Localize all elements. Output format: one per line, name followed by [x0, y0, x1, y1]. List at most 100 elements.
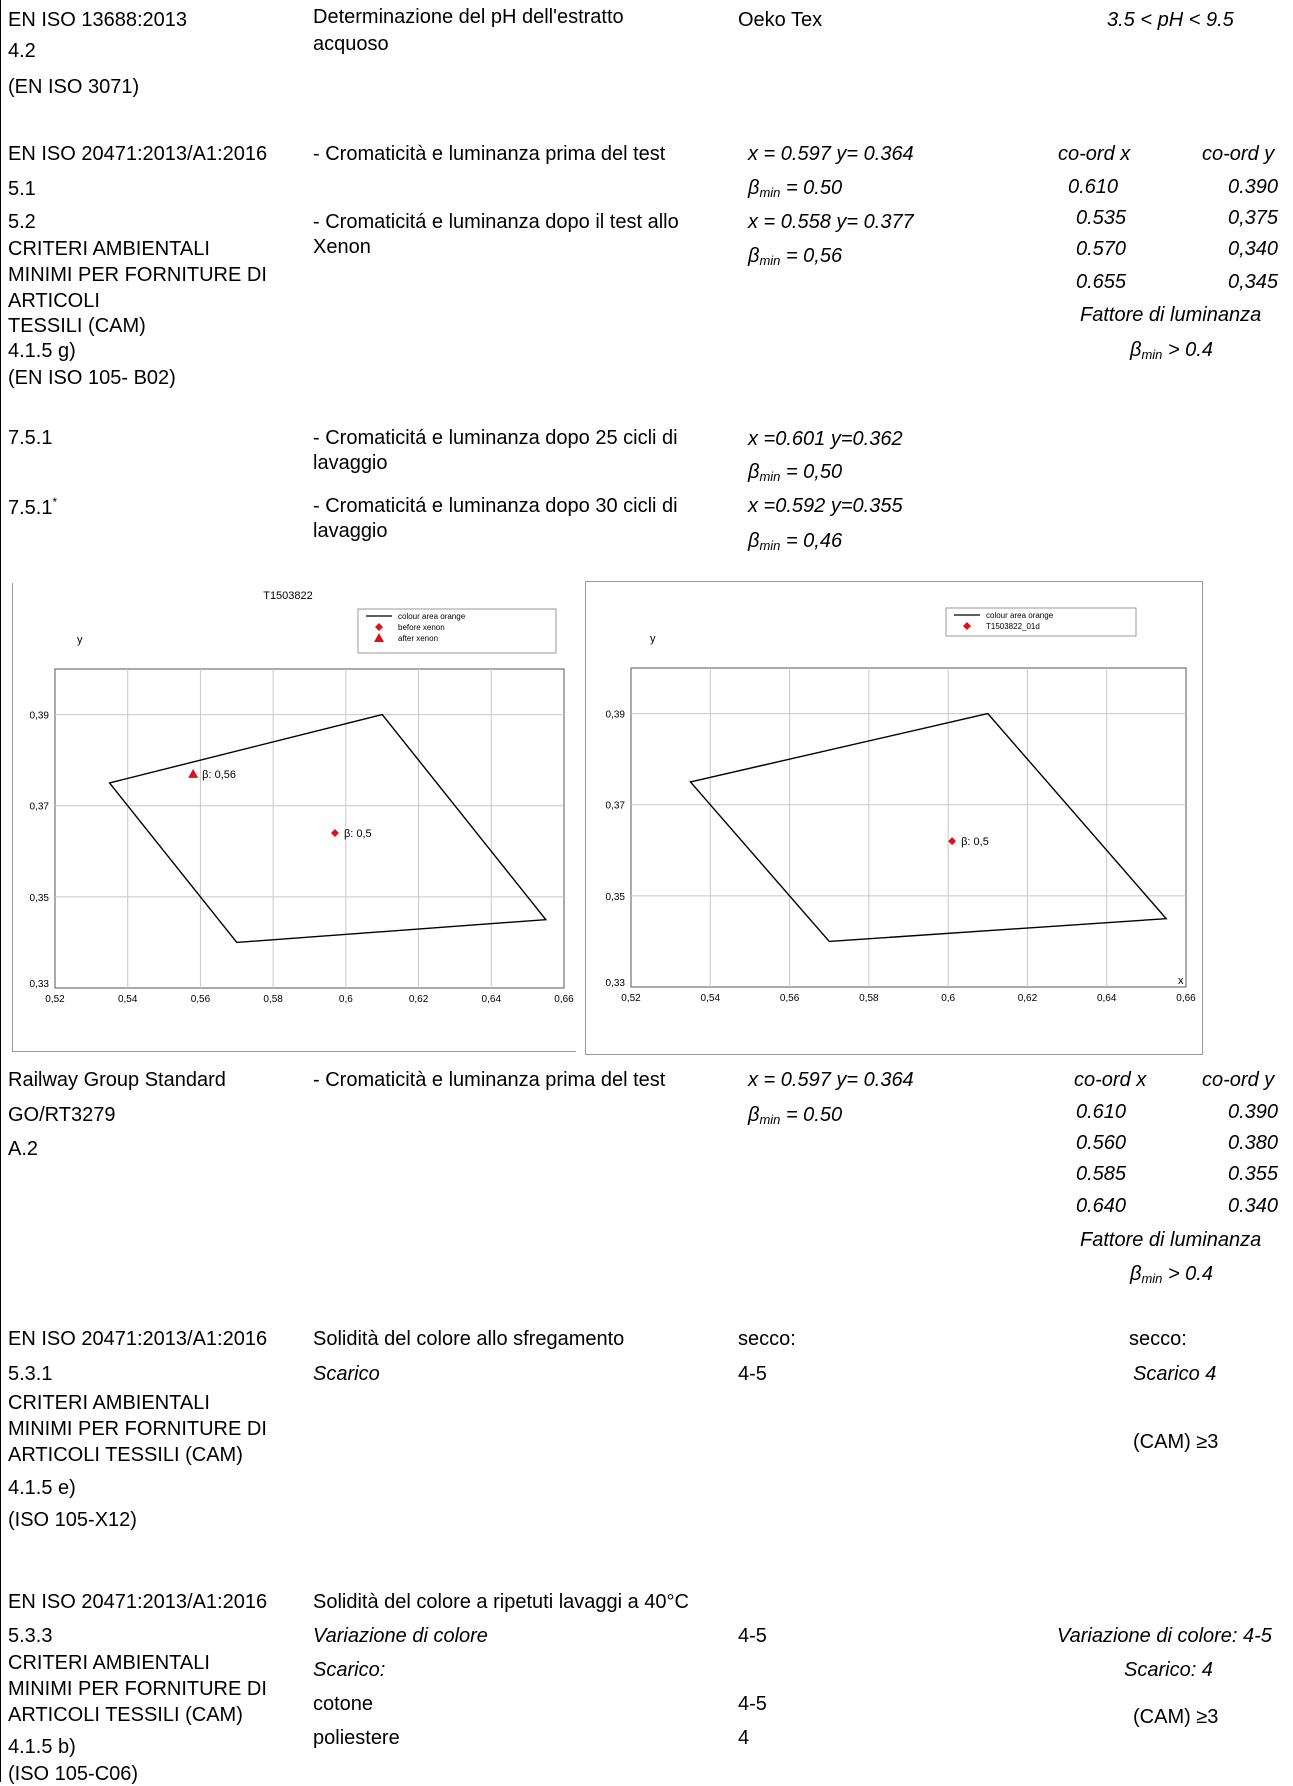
plot-area: [630, 667, 1187, 988]
y-axis-label: y: [77, 634, 83, 646]
coord-y-value: 0.380: [1228, 1132, 1279, 1154]
standard-code: EN ISO 20471:2013/A1:2016: [8, 1328, 268, 1350]
y-tick-label: 0,33: [606, 978, 626, 989]
coord-y-header: co-ord y: [1202, 143, 1275, 165]
legend-marker: [375, 623, 383, 631]
coord-y-value: 0.340: [1228, 1195, 1279, 1217]
legend-label: colour area orange: [398, 612, 466, 621]
luminance-factor-label: Fattore di luminanza: [1080, 304, 1262, 326]
requirement-label: secco:: [1129, 1328, 1187, 1350]
x-tick-label: 0,6: [339, 994, 353, 1005]
data-point-diamond: [330, 829, 339, 838]
standard-clause: 4.2: [8, 40, 36, 62]
data-point-triangle: [188, 768, 199, 778]
cam-title: CRITERI AMBIENTALI: [8, 1652, 210, 1674]
test-color-change: Variazione di colore: [313, 1625, 488, 1647]
result-color-change: 4-5: [738, 1625, 767, 1647]
test-25-cycles: - Cromaticitá e luminanza dopo 25 cicli …: [313, 427, 678, 449]
x-tick-label: 0,54: [701, 993, 721, 1004]
legend-label: before xenon: [398, 623, 445, 632]
result-value: 4-5: [738, 1363, 767, 1385]
y-tick-label: 0,37: [30, 802, 50, 813]
standard-name: Railway Group Standard: [8, 1069, 226, 1091]
requirement-value: 3.5 < pH < 9.5: [1107, 9, 1234, 31]
standard-clause: A.2: [8, 1138, 39, 1160]
standard-clause: 7.5.1: [8, 427, 53, 449]
result-25-beta: βmin = 0,50: [748, 461, 843, 484]
legend-box: [945, 607, 1137, 637]
legend-marker: [374, 633, 384, 642]
test-25-cycles-cont: lavaggio: [313, 452, 388, 474]
data-label: β: 0,5: [344, 828, 372, 840]
x-tick-label: 0,62: [1018, 993, 1038, 1004]
standard-method: (EN ISO 3071): [8, 76, 140, 98]
colour-area-polygon: [108, 713, 548, 944]
result-cotton: 4-5: [738, 1693, 767, 1715]
test-description-cont: acquoso: [313, 33, 389, 55]
test-title: Solidità del colore allo sfregamento: [313, 1328, 625, 1350]
x-axis-label: x: [1178, 975, 1184, 987]
requirement-cam: (CAM) ≥3: [1133, 1706, 1219, 1728]
chart-xenon-svg: 0,52 0,54 0,56 0,58 0,6 0,62 0,64 0,66 0,33 0,35 0…: [30, 590, 575, 1005]
cam-clause: 4.1.5 b): [8, 1736, 76, 1758]
left-border-rule: [0, 0, 1, 1782]
result-before-beta: βmin = 0.50: [748, 177, 843, 200]
test-description: Determinazione del pH dell'estratto: [313, 6, 624, 28]
y-tick-label: 0,37: [606, 801, 626, 812]
cam-title: CRITERI AMBIENTALI: [8, 238, 210, 260]
data-point-diamond: [948, 837, 957, 846]
standard-clause: 5.3.1: [8, 1363, 53, 1385]
test-before: - Cromaticità e luminanza prima del test: [313, 143, 666, 165]
data-label: β: 0,5: [961, 836, 989, 848]
test-staining: Scarico:: [313, 1659, 386, 1681]
chart-wash: 0,52 0,54 0,56 0,58 0,6 0,62 0,64 0,66 0,33 0,35 0…: [585, 581, 1203, 1055]
requirement-color-change: Variazione di colore: 4-5: [1057, 1625, 1272, 1647]
cam-clause: 4.1.5 e): [8, 1477, 76, 1499]
standard-method: (EN ISO 105- B02): [8, 367, 176, 389]
result-30-beta: βmin = 0,46: [748, 530, 843, 553]
coord-x-value: 0.560: [1076, 1132, 1127, 1154]
x-tick-label: 0,52: [621, 993, 641, 1004]
result-beta: βmin = 0.50: [748, 1104, 843, 1127]
result-value: Oeko Tex: [738, 9, 823, 31]
standard-clause: 5.1: [8, 178, 36, 200]
cam-title: ARTICOLI TESSILI (CAM): [8, 1704, 243, 1726]
coord-x-value: 0.655: [1076, 271, 1127, 293]
cam-title: TESSILI (CAM): [8, 315, 146, 337]
legend-label: colour area orange: [986, 611, 1054, 620]
result-30-xy: x =0.592 y=0.355: [748, 495, 903, 517]
coord-y-value: 0.390: [1228, 176, 1279, 198]
coord-x-header: co-ord x: [1074, 1069, 1147, 1091]
y-tick-label: 0,39: [30, 711, 50, 722]
coord-x-value: 0.640: [1076, 1195, 1127, 1217]
test-after: - Cromaticitá e luminanza dopo il test a…: [313, 211, 679, 233]
x-tick-label: 0,62: [409, 994, 429, 1005]
requirement-value: Scarico 4: [1133, 1363, 1217, 1385]
x-tick-label: 0,58: [859, 993, 879, 1004]
luminance-factor-value: βmin > 0.4: [1130, 339, 1213, 362]
standard-code: EN ISO 20471:2013/A1:2016: [8, 143, 268, 165]
data-label: β: 0,56: [202, 769, 236, 781]
coord-x-value: 0.535: [1076, 207, 1127, 229]
result-before-xy: x = 0.597 y= 0.364: [748, 143, 914, 165]
coord-x-value: 0.610: [1076, 1101, 1127, 1123]
cam-title: CRITERI AMBIENTALI: [8, 1392, 210, 1414]
cam-title: MINIMI PER FORNITURE DI: [8, 264, 267, 286]
x-tick-label: 0,64: [482, 994, 502, 1005]
standard-clause: 5.2: [8, 211, 36, 233]
chart-xenon: 0,52 0,54 0,56 0,58 0,6 0,62 0,64 0,66 0,33 0,35 0…: [12, 583, 576, 1052]
legend-label: after xenon: [398, 634, 438, 643]
result-xy: x = 0.597 y= 0.364: [748, 1069, 914, 1091]
standard-method: (ISO 105-X12): [8, 1509, 137, 1531]
x-tick-label: 0,66: [554, 994, 574, 1005]
standard-method: (ISO 105-C06): [8, 1763, 139, 1785]
standard-clause: 5.3.3: [8, 1625, 53, 1647]
x-tick-label: 0,66: [1176, 993, 1196, 1004]
standard-code: EN ISO 13688:2013: [8, 9, 188, 31]
requirement-cam: (CAM) ≥3: [1133, 1431, 1219, 1453]
coord-x-value: 0.610: [1068, 176, 1119, 198]
y-tick-label: 0,33: [30, 979, 50, 990]
test-sub: Scarico: [313, 1363, 380, 1385]
x-tick-label: 0,64: [1097, 993, 1117, 1004]
y-axis-label: y: [650, 633, 656, 645]
